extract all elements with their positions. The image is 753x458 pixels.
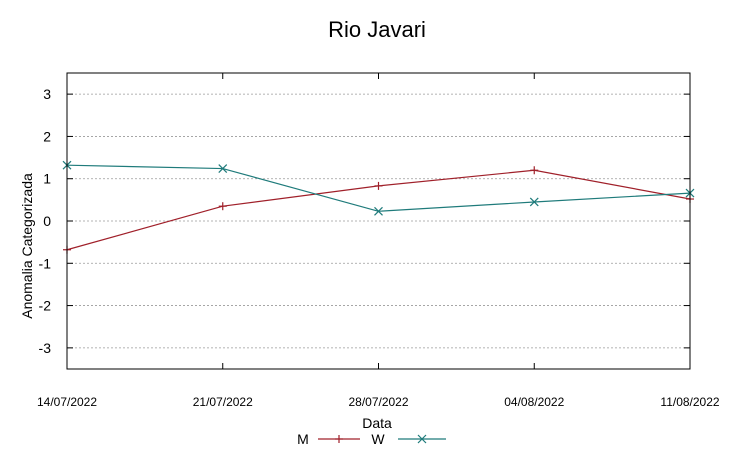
data-point-marker xyxy=(417,434,427,444)
x-axis-ticks: 14/07/2022 21/07/2022 28/07/2022 04/08/2022… xyxy=(37,73,720,409)
y-tick-label: -2 xyxy=(39,298,52,314)
plot-frame xyxy=(66,72,691,370)
y-axis-ticks: 3 2 1 0 -1 -2 -3 xyxy=(39,86,690,356)
series-m xyxy=(63,166,694,254)
y-tick-label: 1 xyxy=(43,171,51,187)
series xyxy=(62,160,695,254)
x-axis-label: Data xyxy=(362,415,392,431)
chart-title: Rio Javari xyxy=(328,17,426,42)
y-tick-label: 0 xyxy=(43,213,51,229)
y-tick-label: -1 xyxy=(39,255,52,271)
legend-label-w: W xyxy=(371,431,385,447)
y-axis-label: Anomalia Categorizada xyxy=(19,173,35,319)
data-point-marker xyxy=(374,206,383,216)
x-tick-label: 21/07/2022 xyxy=(193,395,253,409)
x-tick-label: 11/08/2022 xyxy=(660,395,719,409)
x-tick-label: 28/07/2022 xyxy=(348,395,408,409)
x-tick-label: 04/08/2022 xyxy=(504,395,564,409)
data-point-marker xyxy=(529,197,539,207)
data-point-marker xyxy=(218,164,228,173)
y-tick-label: 3 xyxy=(43,86,51,102)
legend-label-m: M xyxy=(297,431,309,447)
y-tick-label: -3 xyxy=(39,340,52,356)
x-tick-label: 14/07/2022 xyxy=(37,395,97,409)
grid xyxy=(67,93,690,349)
y-tick-label: 2 xyxy=(43,128,51,144)
